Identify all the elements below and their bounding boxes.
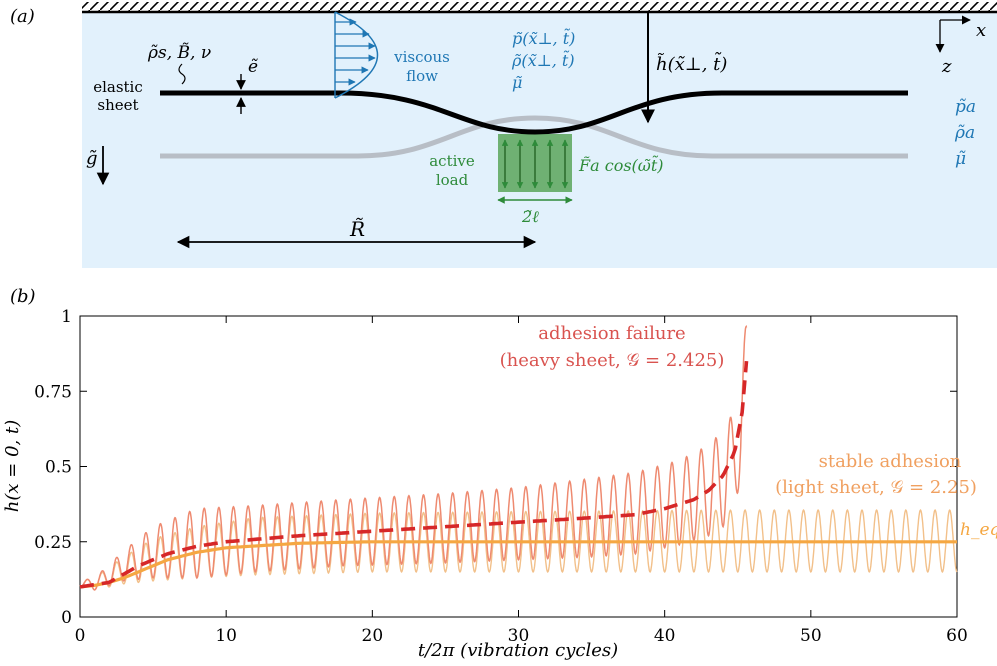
y-tick-label: 0.75 <box>34 382 72 402</box>
x-tick-label: 40 <box>654 626 676 646</box>
thickness-label: ẽ <box>248 57 258 77</box>
radius-label: R̃ <box>349 217 365 241</box>
y-tick-label: 0.25 <box>34 533 72 553</box>
fluid-viscosity-label: μ̃ <box>512 73 522 92</box>
viscous-flow-profile <box>334 11 378 99</box>
plot-series <box>79 324 958 591</box>
x-tick-label: 20 <box>362 626 384 646</box>
x-axis-label: t/2π (vibration cycles) <box>418 640 618 661</box>
light-sheet-oscillation-line <box>80 509 958 591</box>
fluid-density-label: ρ̃(x̃⊥, t̃) <box>511 50 575 70</box>
load-width-label: 2̃ℓ <box>521 207 539 226</box>
rest-sheet <box>160 115 908 159</box>
axis-z-label: z <box>941 56 952 77</box>
heq-label: h_eq <box>960 520 997 540</box>
elastic-sheet-line1: elastic <box>93 78 143 96</box>
force-label: F̃a cos(ω̃t̃) <box>578 155 664 175</box>
ambient-pressure-label: p̃a <box>955 97 976 117</box>
x-tick-label: 60 <box>946 626 968 646</box>
panel-a-label: (a) <box>10 6 35 27</box>
plot-frame <box>79 315 958 618</box>
y-axis-label: h(x = 0, t) <box>2 420 23 512</box>
y-axis: 0 0.25 0.5 0.75 1 <box>34 307 957 628</box>
wall-hatching <box>82 2 997 12</box>
stable-annotation-line2: (light sheet, 𝒢 = 2.25) <box>775 477 977 498</box>
y-tick-label: 0.5 <box>45 458 72 478</box>
x-tick-label: 0 <box>75 626 86 646</box>
y-tick-label: 0 <box>61 608 72 628</box>
ambient-viscosity-label: μ̃ <box>955 149 966 169</box>
viscous-flow-line2: flow <box>406 67 438 85</box>
failure-annotation-line2: (heavy sheet, 𝒢 = 2.425) <box>500 350 725 371</box>
fluid-pressure-label: p̃(x̃⊥, t̃) <box>512 28 575 48</box>
stable-annotation-line1: stable adhesion <box>819 451 962 472</box>
load-arrows <box>501 139 569 189</box>
elastic-sheet-line2: sheet <box>97 96 138 114</box>
sheet-properties-pointer <box>178 63 186 85</box>
axis-x-label: x <box>976 20 986 41</box>
elastic-sheet <box>160 90 908 135</box>
light-sheet-mean-line <box>79 540 957 589</box>
x-axis: 0 10 20 30 40 50 60 <box>75 316 968 646</box>
x-tick-label: 30 <box>508 626 530 646</box>
sheet-properties-label: ρ̃s, B̃, ν <box>147 43 211 63</box>
active-load-line1: active <box>429 152 475 170</box>
gap-height-label: h̃(x̃⊥, t̃) <box>656 52 727 75</box>
gravity-label: g̃ <box>86 148 98 169</box>
y-tick-label: 1 <box>61 307 72 327</box>
viscous-flow-line1: viscous <box>393 48 450 66</box>
panel-b: (b) 0 10 20 30 40 50 60 0 0.25 0.5 0.75 1 t/2π (vi… <box>2 286 997 661</box>
x-tick-label: 10 <box>215 626 237 646</box>
x-tick-label: 50 <box>800 626 822 646</box>
coordinate-axes: x z <box>935 15 986 77</box>
panel-b-label: (b) <box>10 286 36 307</box>
active-load-line2: load <box>436 171 469 189</box>
failure-annotation-line1: adhesion failure <box>538 323 685 344</box>
ambient-density-label: ρ̃a <box>954 123 975 143</box>
heavy-sheet-mean-line <box>79 360 749 589</box>
panel-a: (a) x z 2̃ℓ active load F̃a cos(ω̃t̃) <box>10 2 997 268</box>
